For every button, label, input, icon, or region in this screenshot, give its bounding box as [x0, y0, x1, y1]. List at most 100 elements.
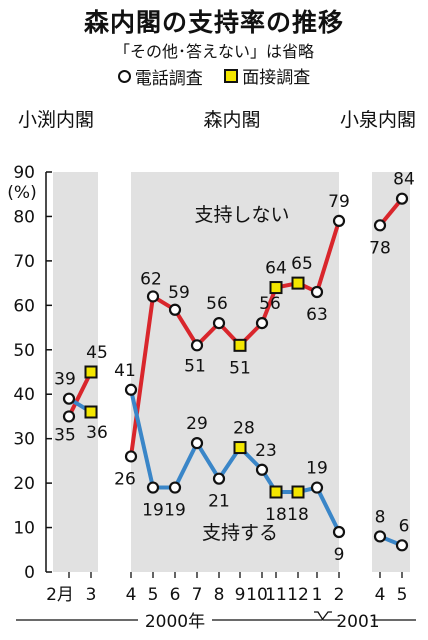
- series-annotation-not-support: 支持しない: [194, 204, 289, 226]
- x-tick-label: 9: [235, 585, 246, 605]
- x-tick-label: 2: [334, 585, 345, 605]
- data-label: 65: [291, 254, 313, 274]
- data-label: 18: [265, 505, 287, 525]
- phone-survey-point: [146, 290, 160, 303]
- data-label: 6: [399, 516, 410, 536]
- y-tick-label: 70: [13, 252, 35, 272]
- open-circle-marker-icon: [117, 69, 131, 83]
- data-label: 28: [233, 419, 255, 439]
- data-label: 51: [229, 358, 251, 378]
- face-survey-point: [84, 405, 98, 419]
- x-tick-label: 5: [148, 585, 159, 605]
- phone-survey-point: [190, 437, 204, 450]
- year-line: [321, 611, 332, 621]
- data-label: 78: [369, 238, 391, 258]
- face-survey-point: [233, 338, 247, 352]
- data-label: 8: [375, 507, 386, 527]
- legend-item-phone: 電話調査: [117, 64, 203, 89]
- phone-survey-point: [310, 481, 324, 494]
- data-label: 41: [114, 361, 136, 381]
- phone-survey-point: [373, 219, 387, 232]
- series-line: [67, 371, 93, 418]
- chart-title: 森内閣の支持率の推移: [83, 8, 344, 37]
- era-label: 小渕内閣: [18, 109, 94, 131]
- face-survey-point: [233, 441, 247, 455]
- y-tick-label: 30: [13, 430, 35, 450]
- phone-survey-point: [62, 392, 76, 405]
- chart-subtitle: 「その他･答えない」は省略: [113, 42, 314, 61]
- data-label: 79: [328, 192, 350, 212]
- x-tick-label: 2月: [46, 585, 74, 605]
- x-tick-label: 10: [246, 585, 268, 605]
- yellow-square-marker-icon: [224, 68, 239, 83]
- phone-survey-point: [124, 450, 138, 463]
- phone-survey-point: [62, 410, 76, 423]
- y-tick-label: 10: [13, 519, 35, 539]
- data-label: 64: [265, 259, 287, 279]
- phone-survey-point: [332, 525, 346, 539]
- data-label: 23: [255, 441, 277, 461]
- face-survey-point: [291, 485, 305, 499]
- era-label: 小泉内閣: [340, 109, 416, 131]
- x-tick-label: 3: [86, 585, 97, 605]
- data-label: 36: [86, 423, 108, 443]
- legend-label-face: 面接調査: [242, 68, 311, 88]
- phone-survey-point: [146, 481, 160, 494]
- data-label: 19: [306, 459, 328, 479]
- year-label: 2000年: [145, 612, 205, 632]
- data-label: 39: [54, 370, 76, 390]
- x-tick-label: 12: [287, 585, 309, 605]
- y-tick-label: 60: [13, 296, 35, 316]
- year-label: 2001: [336, 612, 379, 632]
- phone-survey-point: [310, 285, 324, 299]
- legend: 電話調査 面接調査: [0, 63, 428, 89]
- face-survey-point: [291, 276, 305, 290]
- data-label: 35: [54, 425, 76, 445]
- data-label: 51: [184, 356, 206, 376]
- era-band: [372, 172, 410, 572]
- legend-item-face: 面接調査: [224, 63, 310, 88]
- phone-survey-point: [373, 530, 387, 543]
- phone-survey-point: [190, 339, 204, 352]
- series-annotation-support: 支持する: [202, 522, 278, 544]
- y-tick-label: 20: [13, 474, 35, 494]
- data-label: 56: [259, 294, 281, 314]
- phone-survey-point: [212, 472, 226, 485]
- data-label: 29: [186, 414, 208, 434]
- x-tick-label: 4: [126, 585, 137, 605]
- x-tick-label: 4: [375, 585, 386, 605]
- face-survey-point: [84, 365, 98, 379]
- year-line: [314, 611, 340, 621]
- data-label: 18: [287, 505, 309, 525]
- data-label: 45: [86, 343, 108, 363]
- y-tick-label: 90: [13, 163, 35, 183]
- data-label: 84: [393, 170, 415, 190]
- data-label: 19: [142, 501, 164, 521]
- face-survey-point: [269, 281, 283, 295]
- era-label: 森内閣: [203, 109, 260, 131]
- phone-survey-point: [255, 463, 269, 476]
- x-tick-label: 8: [214, 585, 225, 605]
- face-survey-point: [269, 485, 283, 499]
- x-tick-label: 1: [312, 585, 323, 605]
- x-tick-label: 5: [397, 585, 408, 605]
- phone-survey-point: [395, 192, 409, 205]
- y-axis-unit: (%): [7, 183, 36, 203]
- phone-survey-point: [168, 303, 182, 316]
- legend-label-phone: 電話調査: [134, 68, 203, 89]
- data-label: 21: [208, 492, 230, 512]
- phone-survey-point: [124, 383, 138, 396]
- data-label: 26: [114, 469, 136, 489]
- x-tick-label: 6: [170, 585, 181, 605]
- phone-survey-point: [255, 317, 269, 330]
- y-tick-label: 0: [24, 563, 35, 583]
- phone-survey-point: [212, 317, 226, 330]
- x-tick-label: 11: [265, 585, 287, 605]
- data-label: 19: [164, 501, 186, 521]
- phone-survey-point: [168, 481, 182, 494]
- data-label: 56: [206, 294, 228, 314]
- phone-survey-point: [332, 214, 346, 227]
- data-label: 59: [168, 283, 190, 303]
- phone-survey-point: [395, 539, 409, 552]
- data-label: 63: [306, 305, 328, 325]
